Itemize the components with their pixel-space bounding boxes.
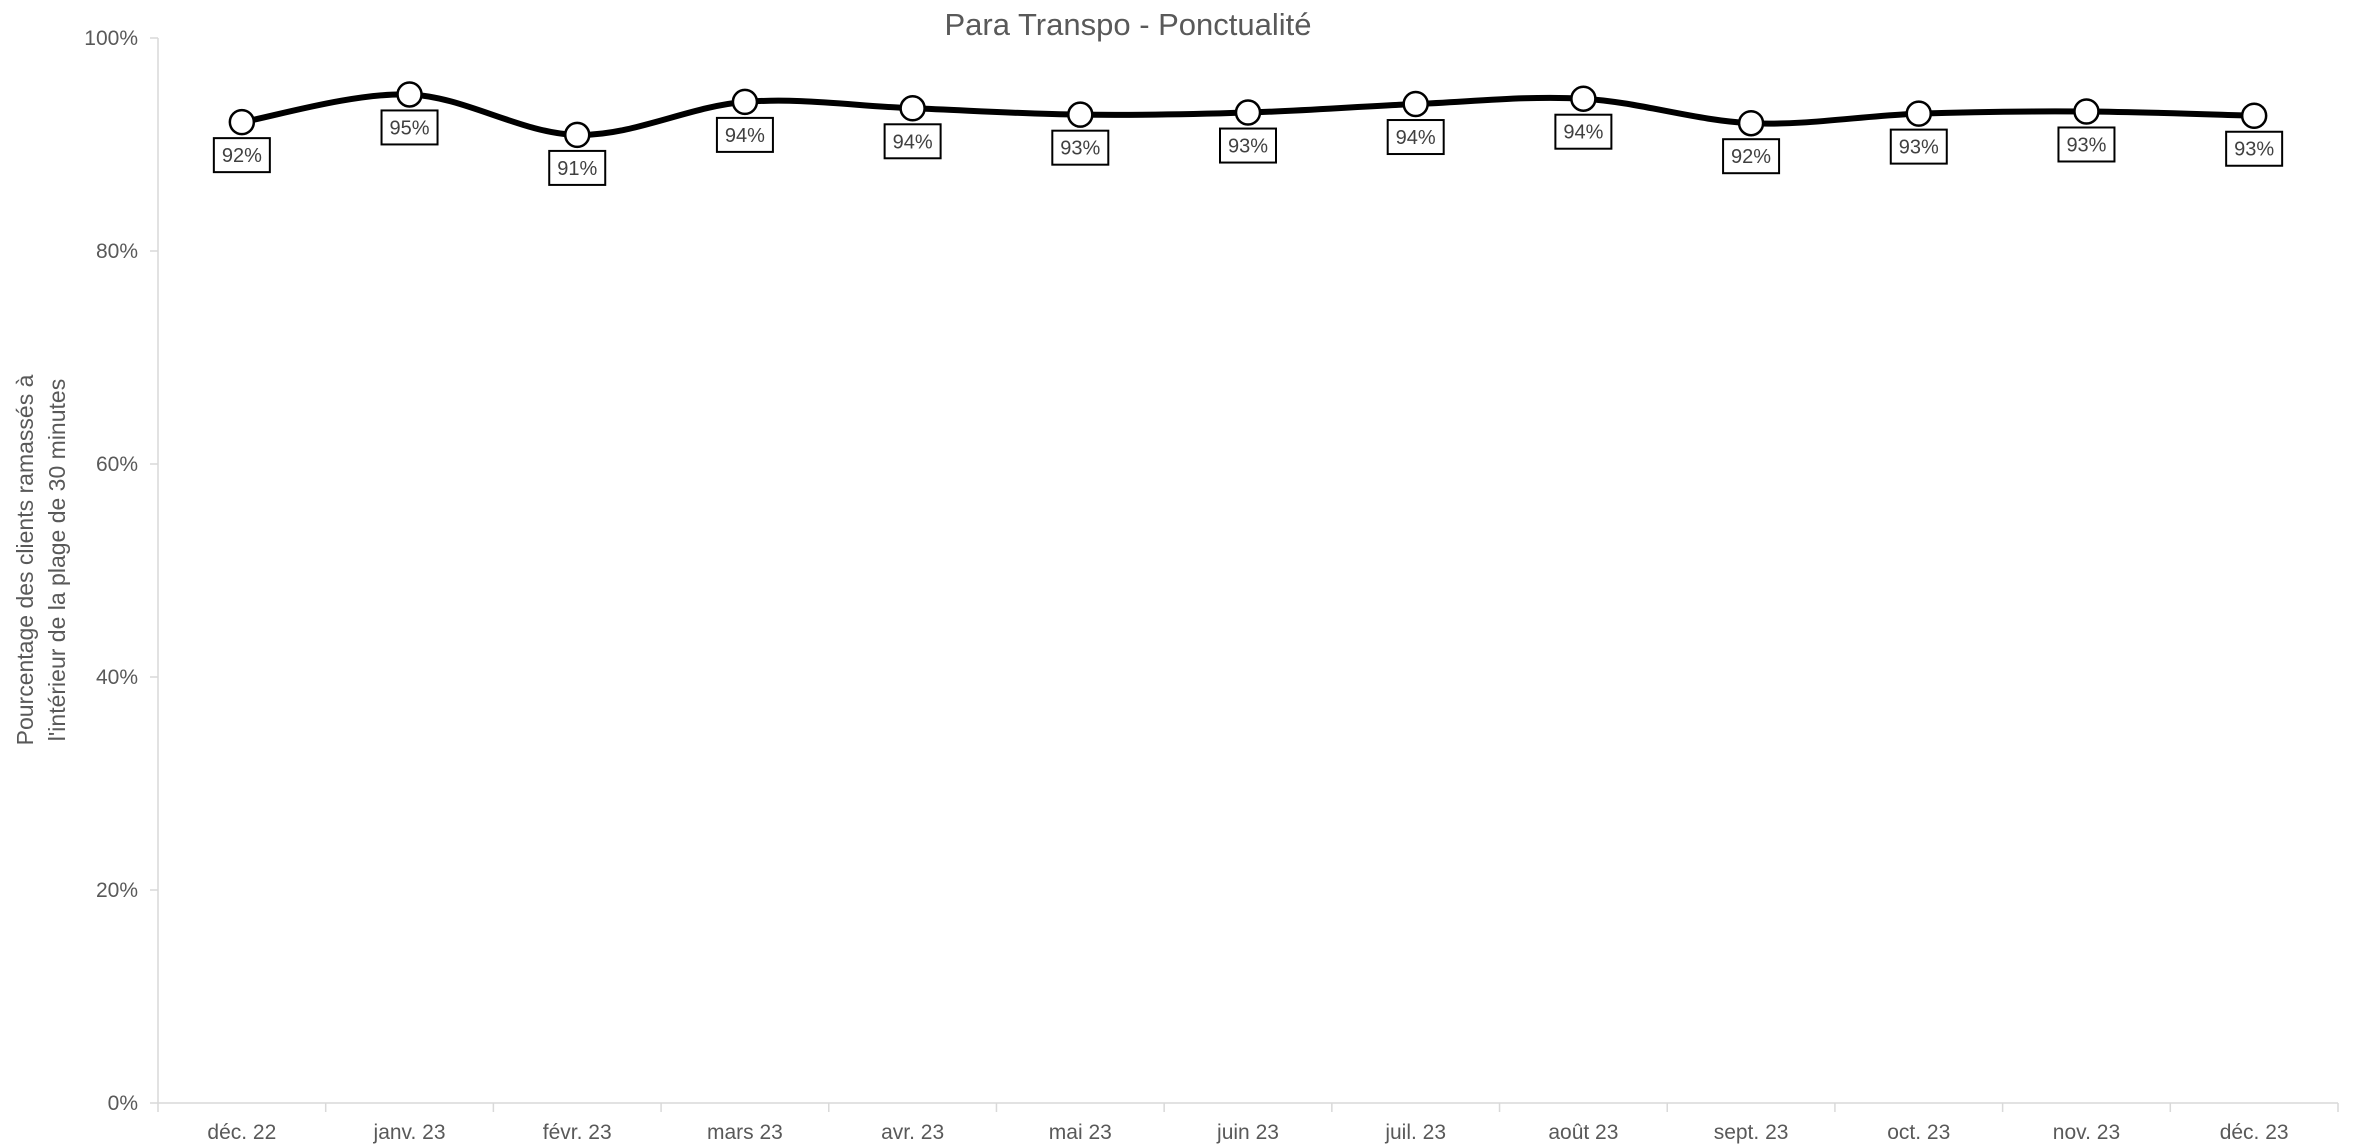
y-tick-label: 100% bbox=[84, 27, 138, 50]
data-point bbox=[1402, 90, 1429, 118]
x-tick-label: juin 23 bbox=[1216, 1121, 1279, 1144]
data-label-box bbox=[1219, 127, 1277, 164]
data-point bbox=[563, 121, 591, 149]
data-label: 93% bbox=[1899, 137, 1939, 159]
data-point bbox=[1234, 99, 1262, 126]
data-labels: 92% 95% 91% 94% 94% 93% 93% 94% 94% 92% 93% 93% 93% bbox=[212, 109, 2284, 186]
x-tick-label: déc. 22 bbox=[207, 1121, 276, 1144]
x-tick-label: mai 23 bbox=[1049, 1121, 1112, 1144]
y-tick-label: 60% bbox=[96, 453, 138, 476]
data-label: 92% bbox=[1731, 146, 1771, 168]
x-tick-label: avr. 23 bbox=[881, 1121, 944, 1144]
data-label: 92% bbox=[222, 145, 262, 167]
data-label: 93% bbox=[1060, 138, 1100, 160]
y-tick-label: 40% bbox=[96, 666, 138, 689]
x-tick-label: mars 23 bbox=[707, 1121, 783, 1144]
data-label-box bbox=[380, 109, 439, 146]
x-ticks: déc. 22 janv. 23 févr. 23 mars 23 avr. 23 mai… bbox=[207, 1121, 2288, 1144]
y-tick-label: 0% bbox=[108, 1092, 138, 1115]
data-point bbox=[1905, 100, 1933, 127]
chart-title: Para Transpo - Ponctualité bbox=[944, 7, 1311, 42]
data-label-box bbox=[2225, 130, 2284, 167]
data-point bbox=[731, 88, 759, 116]
x-tick-label: oct. 23 bbox=[1887, 1121, 1950, 1144]
data-label-box bbox=[2057, 126, 2116, 163]
data-label: 94% bbox=[725, 125, 765, 147]
data-label-box bbox=[548, 149, 607, 186]
data-point bbox=[2073, 98, 2100, 125]
data-label: 93% bbox=[2066, 134, 2106, 156]
data-label-box bbox=[1051, 129, 1110, 166]
axes bbox=[157, 38, 2339, 1112]
data-point bbox=[1067, 101, 1094, 128]
y-tick-label: 80% bbox=[96, 240, 138, 263]
data-label: 93% bbox=[2234, 139, 2274, 161]
data-point bbox=[1570, 85, 1597, 112]
x-tick-label: août 23 bbox=[1548, 1121, 1618, 1144]
data-label-box bbox=[1386, 119, 1445, 156]
x-tick-label: sept. 23 bbox=[1714, 1121, 1789, 1144]
x-tick-label: nov. 23 bbox=[2053, 1121, 2120, 1144]
x-tick-label: janv. 23 bbox=[373, 1121, 446, 1144]
data-point bbox=[2240, 102, 2268, 129]
data-label: 93% bbox=[1228, 136, 1268, 158]
data-label: 91% bbox=[557, 158, 597, 180]
data-label-box bbox=[1722, 138, 1781, 175]
x-tick-label: févr. 23 bbox=[543, 1121, 612, 1144]
y-ticks: 0% 20% 40% 60% 80% 100% bbox=[84, 27, 158, 1115]
data-label: 94% bbox=[1563, 122, 1603, 144]
data-point bbox=[396, 81, 423, 108]
data-point bbox=[1737, 109, 1765, 137]
data-label-box bbox=[1889, 128, 1948, 165]
y-tick-label: 20% bbox=[96, 879, 138, 902]
x-tick-label: juil. 23 bbox=[1384, 1121, 1446, 1144]
data-point bbox=[228, 108, 256, 136]
data-label-box bbox=[1554, 113, 1613, 150]
data-points bbox=[228, 81, 2268, 149]
y-axis-label-line1: Pourcentage des clients ramassés à bbox=[12, 374, 38, 745]
data-label-box bbox=[212, 137, 271, 174]
data-label: 95% bbox=[390, 117, 430, 139]
data-label: 94% bbox=[893, 131, 933, 153]
x-tick-label: déc. 23 bbox=[2220, 1121, 2289, 1144]
data-label-box bbox=[715, 116, 774, 153]
data-label-box bbox=[883, 123, 942, 160]
y-axis-label-line2: l'intérieur de la plage de 30 minutes bbox=[44, 379, 70, 741]
data-label: 94% bbox=[1396, 127, 1436, 149]
data-point bbox=[899, 95, 926, 122]
